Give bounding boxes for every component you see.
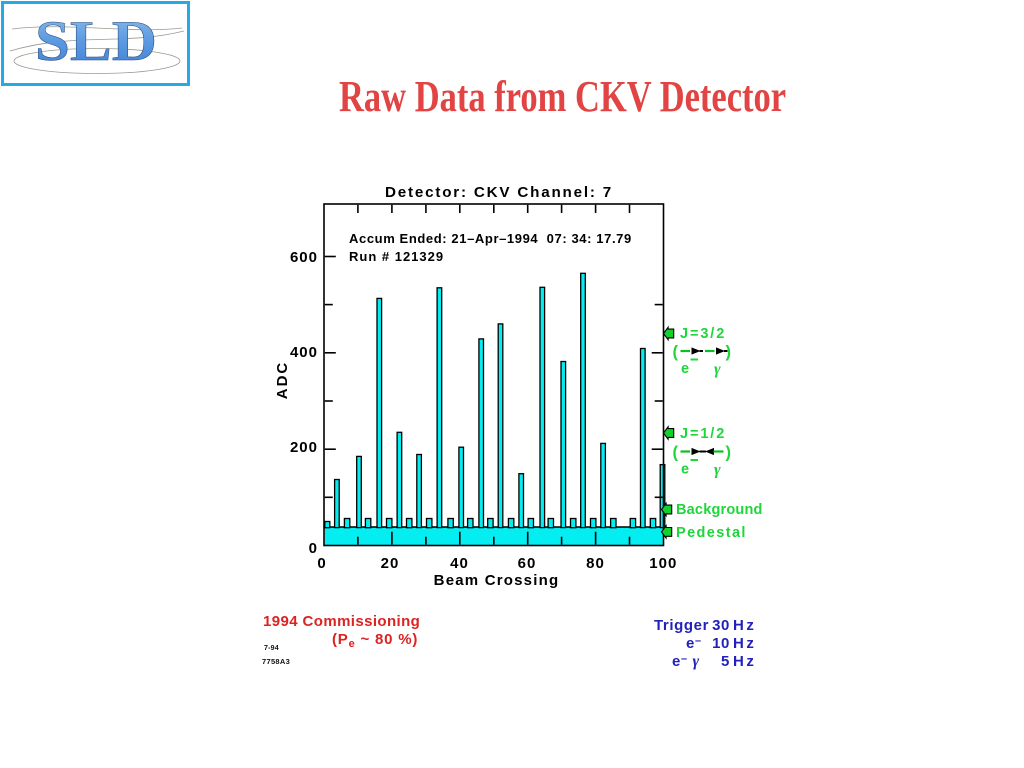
svg-text:100: 100 xyxy=(649,555,677,572)
svg-text:400: 400 xyxy=(290,344,318,361)
svg-text:Detector: CKV Channel: 7: Detector: CKV Channel: 7 xyxy=(385,184,613,201)
svg-text:80: 80 xyxy=(586,555,605,572)
svg-text:40: 40 xyxy=(450,555,469,572)
svg-text:Pedestal: Pedestal xyxy=(676,525,747,541)
svg-text:γ: γ xyxy=(714,462,721,479)
svg-text:(: ( xyxy=(673,343,679,361)
svg-text:e: e xyxy=(681,462,689,478)
svg-text:Run # 121329: Run # 121329 xyxy=(349,249,444,264)
svg-text:600: 600 xyxy=(290,249,318,266)
svg-text:Background: Background xyxy=(676,502,763,518)
svg-text:SLD: SLD xyxy=(35,10,157,73)
svg-text:0: 0 xyxy=(309,540,318,557)
svg-text:ADC: ADC xyxy=(274,361,291,400)
svg-text:J=1/2: J=1/2 xyxy=(680,426,726,442)
svg-text:): ) xyxy=(726,444,732,462)
svg-text:20: 20 xyxy=(381,555,400,572)
svg-text:Beam Crossing: Beam Crossing xyxy=(434,572,560,589)
svg-text:Accum Ended: 21–Apr–1994 07:: Accum Ended: 21–Apr–1994 07: 34: 17.79 xyxy=(349,231,632,246)
svg-text:200: 200 xyxy=(290,439,318,456)
svg-text:(: ( xyxy=(673,444,679,462)
svg-text:J=3/2: J=3/2 xyxy=(680,326,726,342)
svg-text:): ) xyxy=(726,343,732,361)
svg-text:0: 0 xyxy=(317,555,325,572)
svg-text:e: e xyxy=(681,361,689,377)
svg-text:γ: γ xyxy=(714,361,721,378)
svg-text:60: 60 xyxy=(518,555,537,572)
